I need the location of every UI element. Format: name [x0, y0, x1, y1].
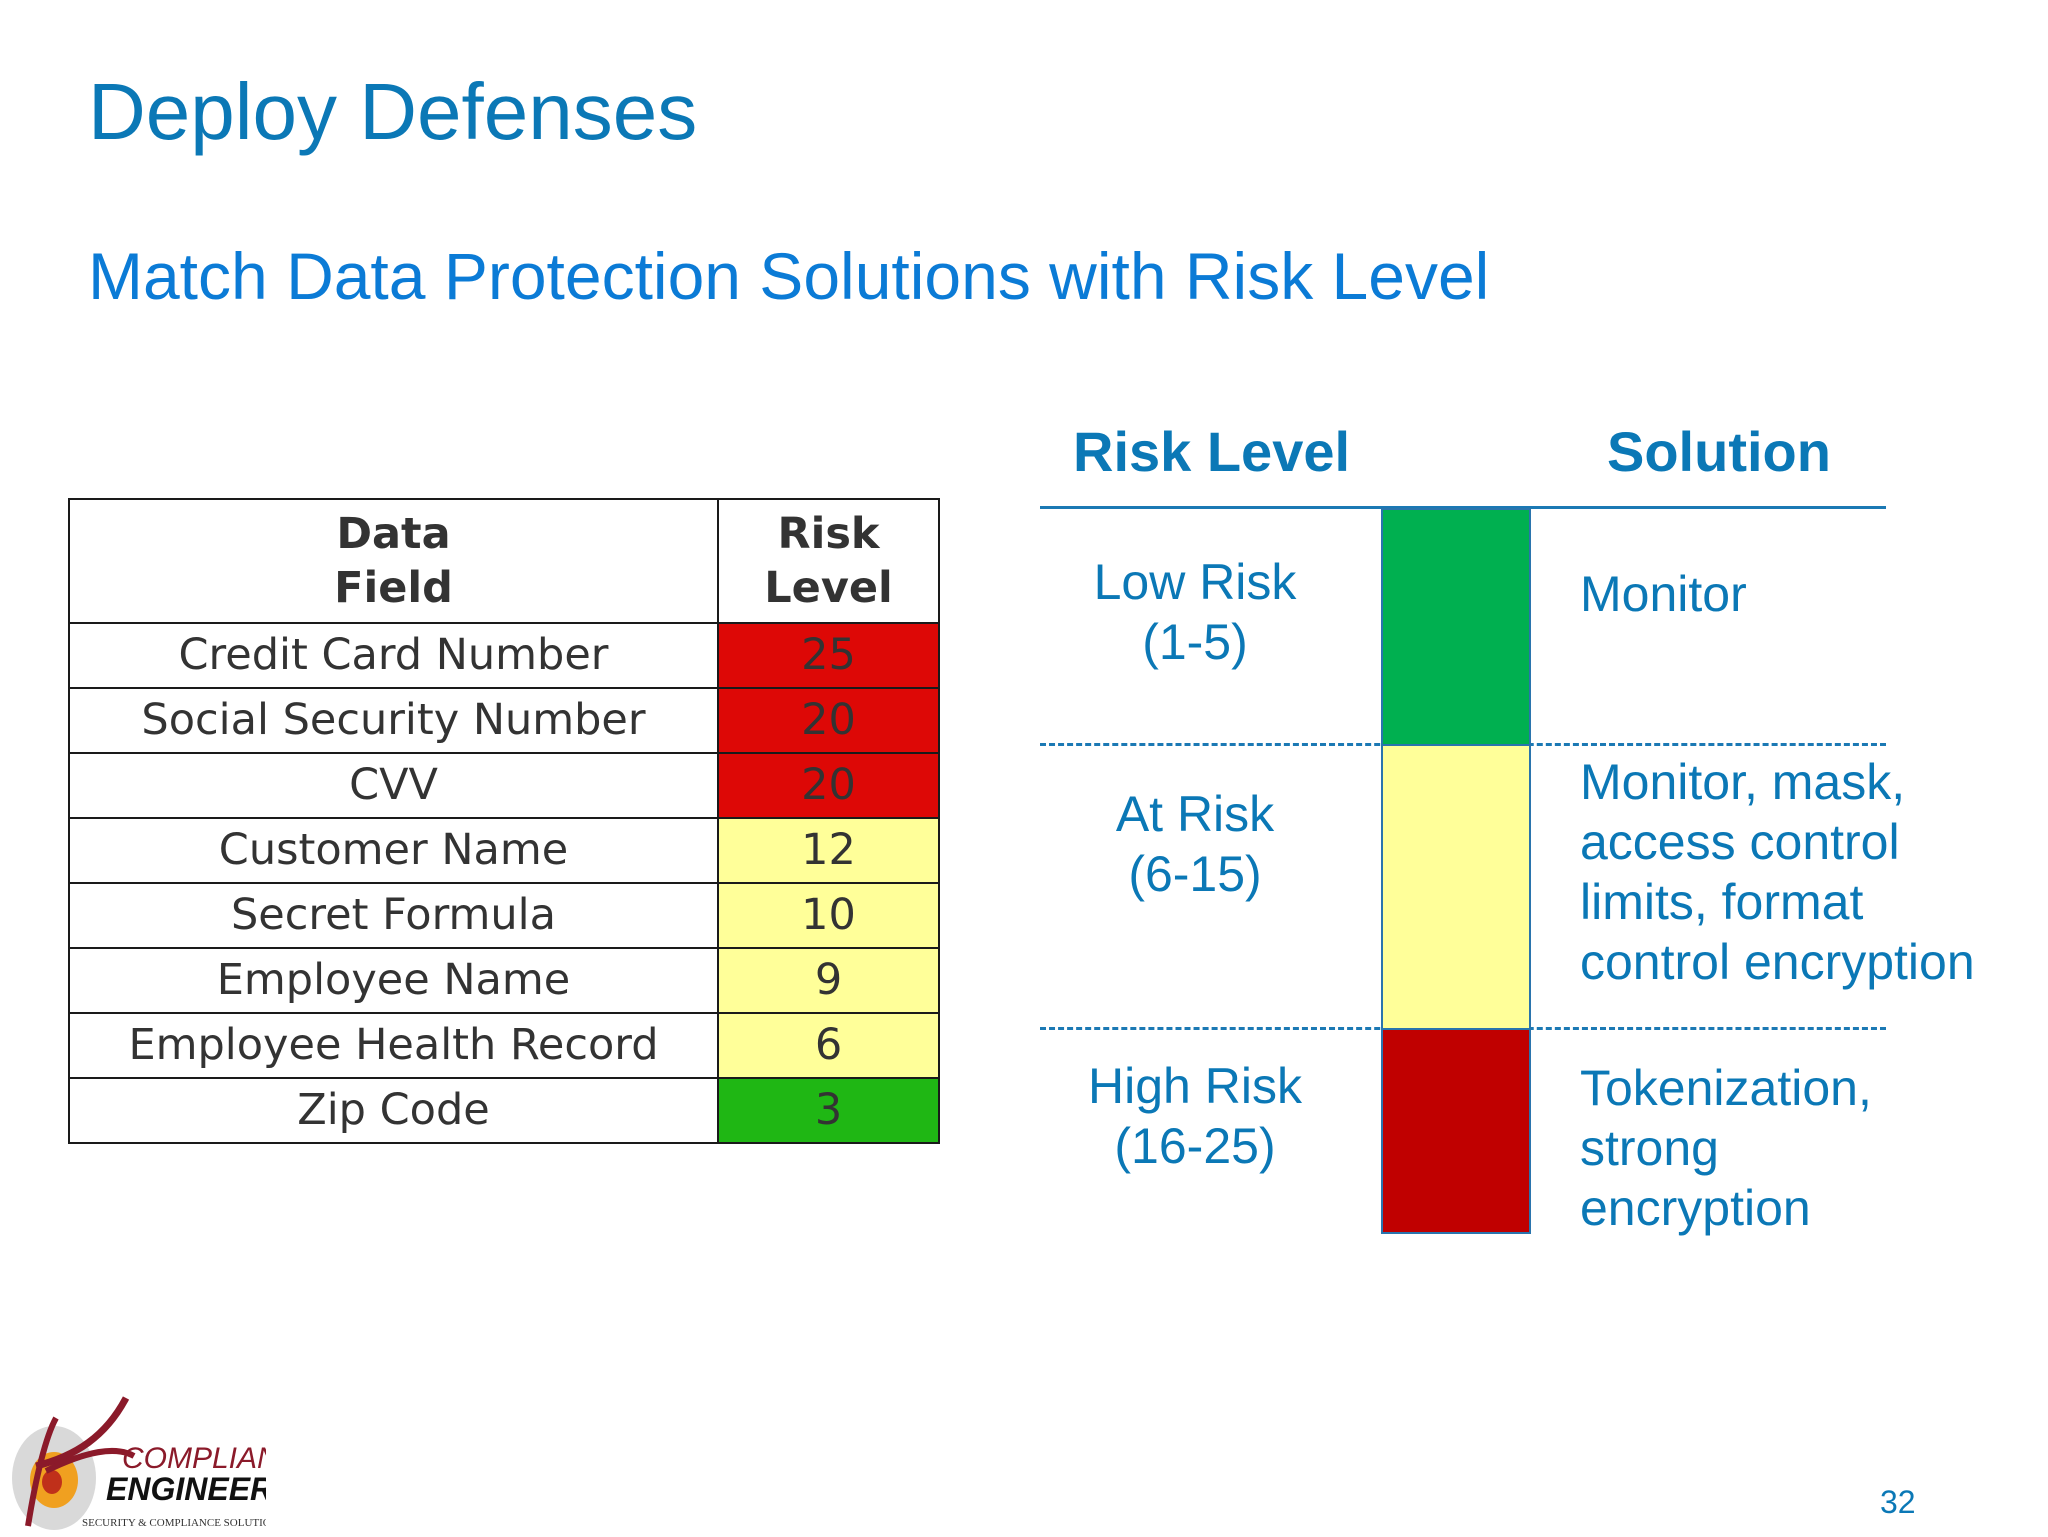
table-row: Secret Formula 10 [68, 882, 940, 949]
table-row: Social Security Number 20 [68, 687, 940, 754]
field-cell: Employee Name [68, 947, 719, 1014]
header-risk-level: Risk Level [717, 498, 940, 624]
table-row: CVV 20 [68, 752, 940, 819]
page-number: 32 [1880, 1484, 1916, 1520]
at-risk-label: At Risk (6-15) [1115, 786, 1275, 902]
slide-subtitle: Match Data Protection Solutions with Ris… [88, 239, 1490, 313]
solution-heading: Solution [1607, 420, 1831, 483]
table-row: Customer Name 12 [68, 817, 940, 884]
header-rule [1040, 506, 1886, 509]
risk-cell: 9 [717, 947, 940, 1014]
data-field-risk-table: Data Field Risk Level Credit Card Number… [68, 498, 940, 1144]
slide-title: Deploy Defenses [88, 67, 698, 156]
field-cell: Employee Health Record [68, 1012, 719, 1079]
risk-level-heading: Risk Level [1073, 420, 1351, 483]
risk-cell: 20 [717, 687, 940, 754]
field-cell: Zip Code [68, 1077, 719, 1144]
risk-cell: 25 [717, 622, 940, 689]
field-cell: Social Security Number [68, 687, 719, 754]
low-risk-label: Low Risk (1-5) [1093, 554, 1297, 670]
field-cell: CVV [68, 752, 719, 819]
table-header-row: Data Field Risk Level [68, 498, 940, 624]
header-data-field: Data Field [68, 498, 719, 624]
risk-cell: 20 [717, 752, 940, 819]
high-risk-label: High Risk (16-25) [1088, 1058, 1302, 1174]
logo-eye-icon: COMPLIANCE ENGINEERING SECURITY & COMPLI… [12, 1396, 330, 1530]
field-cell: Secret Formula [68, 882, 719, 949]
table-row: Zip Code 3 [68, 1077, 940, 1144]
table-row: Credit Card Number 25 [68, 622, 940, 689]
risk-cell: 12 [717, 817, 940, 884]
high-risk-solution: Tokenization, strong encryption [1580, 1060, 1872, 1236]
at-risk-solution: Monitor, mask, access control limits, fo… [1580, 754, 1975, 990]
svg-text:SECURITY & COMPLIANCE SOLUTION: SECURITY & COMPLIANCE SOLUTIONS [82, 1517, 266, 1529]
field-cell: Credit Card Number [68, 622, 719, 689]
at-risk-color-bar [1381, 744, 1531, 1030]
low-risk-color-bar [1381, 508, 1531, 746]
high-risk-color-bar [1381, 1028, 1531, 1234]
low-risk-solution: Monitor [1580, 566, 1747, 622]
svg-text:ENGINEERING: ENGINEERING [106, 1471, 266, 1507]
compliance-engineering-logo: COMPLIANCE ENGINEERING SECURITY & COMPLI… [6, 1396, 330, 1532]
field-cell: Customer Name [68, 817, 719, 884]
risk-cell: 6 [717, 1012, 940, 1079]
risk-cell: 3 [717, 1077, 940, 1144]
table-row: Employee Health Record 6 [68, 1012, 940, 1079]
risk-cell: 10 [717, 882, 940, 949]
table-row: Employee Name 9 [68, 947, 940, 1014]
